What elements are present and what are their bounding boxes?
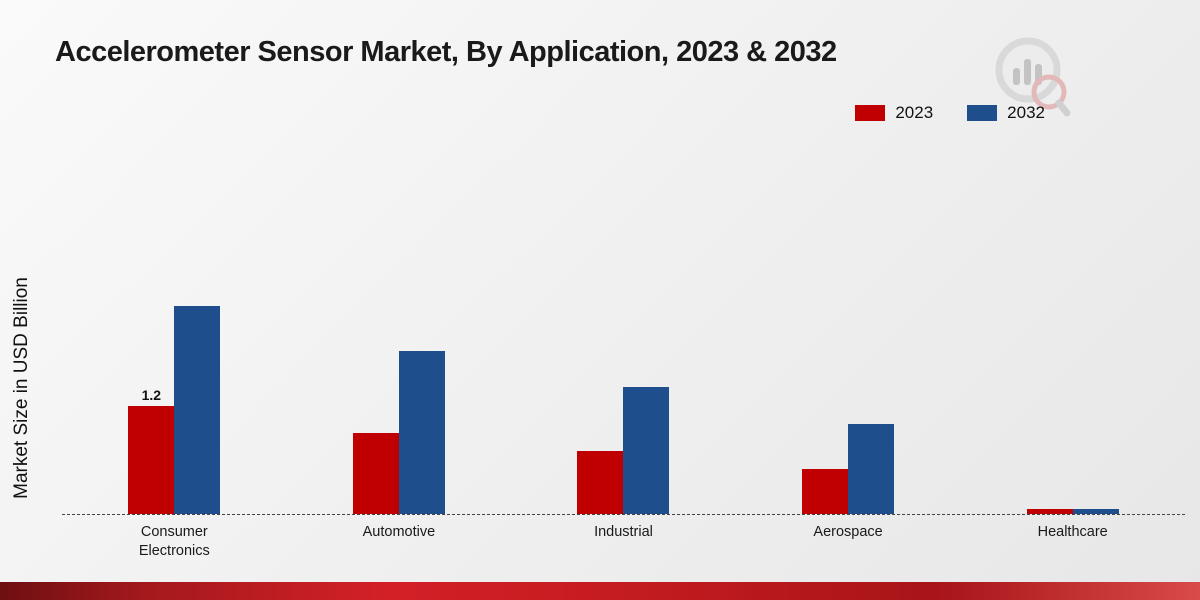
legend-swatch-2032 <box>967 105 998 121</box>
bar-group-automotive: Automotive <box>352 279 445 540</box>
bottom-red-strip <box>0 582 1200 600</box>
legend-swatch-2023 <box>855 105 886 121</box>
category-label-healthcare: Healthcare <box>1037 524 1108 540</box>
bar-2032-healthcare <box>1072 508 1119 514</box>
legend-label-2023: 2023 <box>895 103 934 122</box>
bar-2032-aerospace <box>848 423 895 514</box>
legend-item-2032: 2032 <box>967 103 1045 123</box>
chart-title: Accelerometer Sensor Market, By Applicat… <box>55 36 837 68</box>
legend: 2023 2032 <box>855 103 1045 123</box>
legend-item-2023: 2023 <box>855 103 933 123</box>
bar-2023-healthcare <box>1026 509 1073 514</box>
bars-automotive <box>352 351 445 514</box>
bar-2023-industrial <box>577 450 624 514</box>
bar-2023-consumer-electronics: 1.2 <box>128 387 175 514</box>
bar-chart-magnifier-logo <box>990 32 1072 123</box>
bar-2032-consumer-electronics <box>174 306 221 514</box>
bar-2023-automotive <box>352 432 399 514</box>
bars-consumer-electronics: 1.2 <box>128 306 221 514</box>
bar-group-aerospace: Aerospace <box>802 279 895 540</box>
bar-2032-industrial <box>623 387 670 514</box>
bar-group-healthcare: Healthcare <box>1026 279 1119 540</box>
plot-area: 1.2 Consumer Electronics Automotive Industr… <box>62 279 1185 559</box>
bars-industrial <box>577 387 670 514</box>
category-label-industrial: Industrial <box>594 524 653 540</box>
bar-group-consumer-electronics: 1.2 Consumer Electronics <box>128 279 221 559</box>
category-label-aerospace: Aerospace <box>813 524 883 540</box>
bars-healthcare <box>1026 508 1119 514</box>
bar-2032-automotive <box>398 351 445 514</box>
bar-value-label: 1.2 <box>141 386 162 403</box>
category-label-automotive: Automotive <box>362 524 436 540</box>
y-axis-label: Market Size in USD Billion <box>11 277 32 499</box>
category-label-consumer-electronics: Consumer Electronics <box>138 524 210 559</box>
bar-2023-aerospace <box>802 468 849 514</box>
bar-group-industrial: Industrial <box>577 279 670 540</box>
legend-label-2032: 2032 <box>1007 103 1045 122</box>
bars-aerospace <box>802 423 895 514</box>
